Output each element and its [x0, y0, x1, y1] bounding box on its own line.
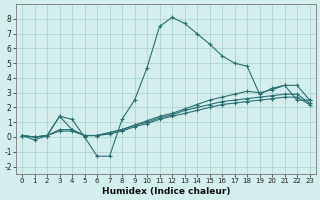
X-axis label: Humidex (Indice chaleur): Humidex (Indice chaleur): [101, 187, 230, 196]
